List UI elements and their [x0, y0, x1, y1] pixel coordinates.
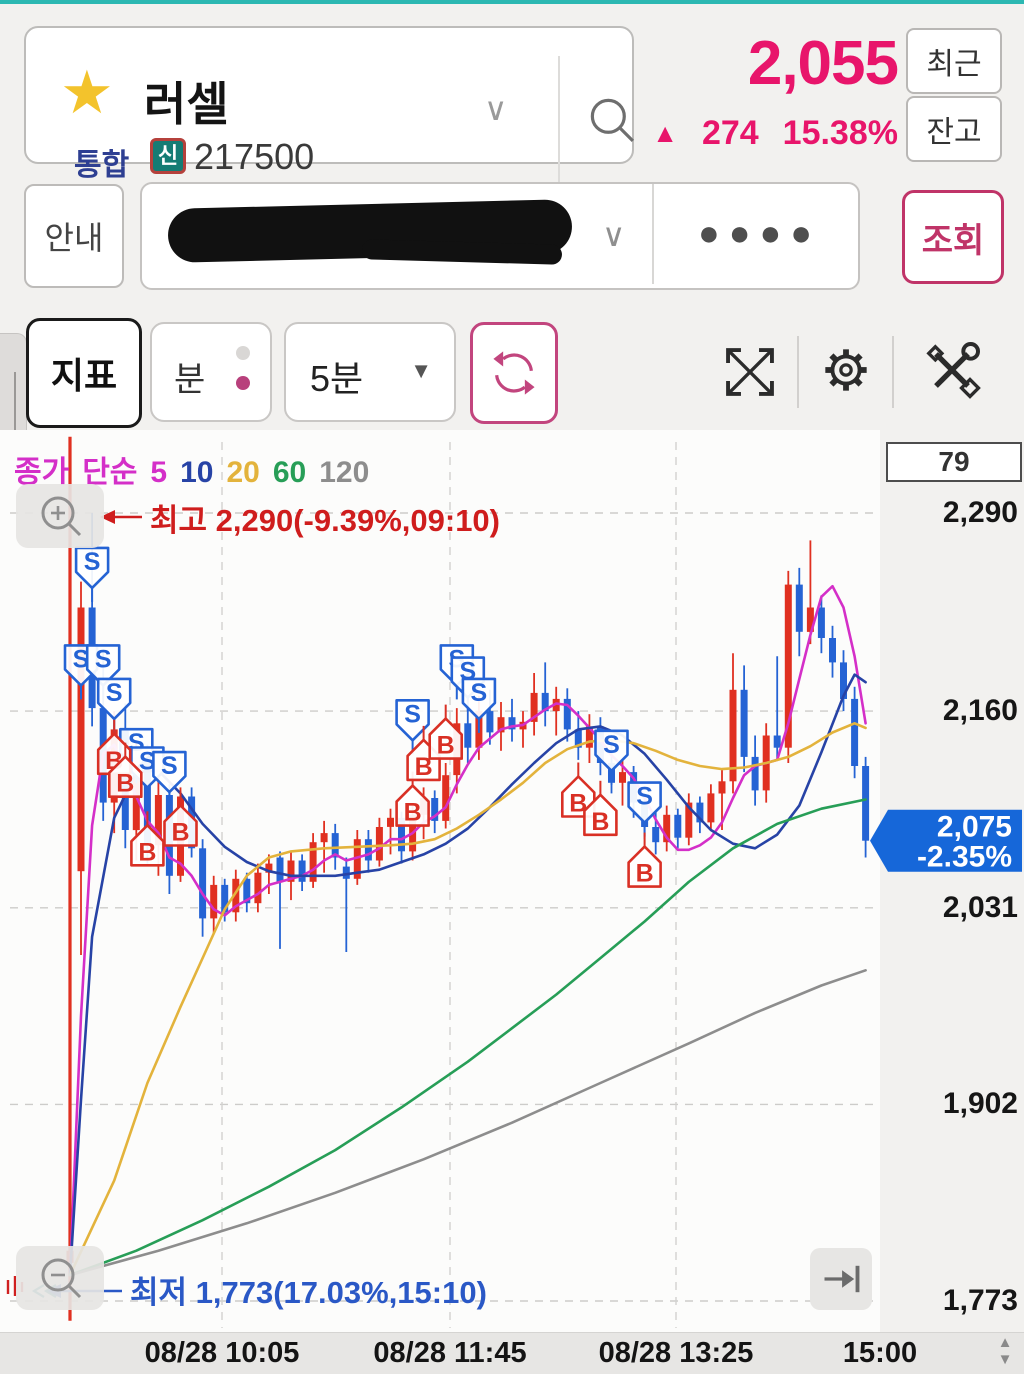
- y-axis-label: 1,773: [942, 1284, 1018, 1317]
- legend-item: 5: [150, 456, 168, 489]
- guide-button[interactable]: 안내: [24, 184, 124, 288]
- y-axis-label: 2,031: [942, 890, 1018, 924]
- caret-down-icon: ▼: [410, 358, 432, 383]
- gear-icon: [825, 349, 867, 391]
- tools-button[interactable]: [912, 330, 992, 410]
- legend-item: 20: [226, 456, 260, 489]
- chevron-down-icon[interactable]: ∨: [484, 91, 508, 127]
- fullscreen-expand-icon: [726, 348, 774, 396]
- up-arrow-icon: ▲: [652, 118, 678, 148]
- settings-button[interactable]: [808, 332, 884, 408]
- stock-selector-card: ★ 러셀 ∨ 통합 신 217500: [24, 26, 634, 184]
- divider: [652, 184, 654, 284]
- current-price-tag: [870, 809, 1022, 872]
- x-axis-label: 08/28 11:45: [373, 1337, 527, 1369]
- change-value: 274: [701, 114, 759, 152]
- jump-to-latest-button[interactable]: [810, 1248, 872, 1310]
- balance-button[interactable]: 잔고: [906, 96, 1002, 162]
- chevron-down-icon[interactable]: ∨: [602, 217, 626, 253]
- zoom-out-button[interactable]: [16, 1246, 104, 1310]
- tab-integrated[interactable]: 통합: [74, 149, 130, 182]
- x-axis-label: 15:00: [842, 1337, 918, 1369]
- password-input[interactable]: ●●●●: [698, 212, 821, 253]
- minute-mode-button[interactable]: 분: [150, 322, 272, 422]
- divider: [797, 336, 799, 408]
- redacted-account-number: [361, 239, 563, 265]
- legend-item: 60: [272, 456, 307, 489]
- search-button[interactable]: [570, 58, 654, 182]
- minute-label: 분: [174, 361, 206, 399]
- scroll-down-icon: ▼: [997, 1351, 1013, 1368]
- account-select-field[interactable]: ∨ ●●●●: [140, 182, 860, 290]
- change-percent: 15.38%: [782, 114, 898, 152]
- interval-dropdown[interactable]: 5분 ▼: [284, 322, 456, 422]
- indicator-button[interactable]: 지표: [26, 318, 142, 428]
- zoom-in-icon: [41, 496, 82, 537]
- query-button[interactable]: 조회: [902, 190, 1004, 284]
- time-axis[interactable]: 08/28 10:05 08/28 11:45 08/28 13:25 15:00: [0, 1332, 1024, 1374]
- divider: [558, 56, 560, 184]
- jump-to-end-icon: [824, 1265, 860, 1293]
- legend-item: 종가: [14, 456, 70, 489]
- current-price: 2,055: [747, 29, 899, 98]
- interval-value: 5분: [310, 358, 364, 399]
- mode-dot-active: [236, 376, 250, 390]
- tools-icon: [926, 342, 981, 399]
- legend-item: 10: [180, 456, 214, 489]
- x-axis-label: 08/28 13:25: [598, 1337, 754, 1369]
- top-accent-line: [0, 0, 1024, 4]
- stock-name: 러셀: [144, 78, 229, 130]
- zoom-out-icon: [41, 1258, 82, 1299]
- svg-text:2,075: 2,075: [937, 811, 1012, 844]
- y-axis-label: 2,290: [942, 496, 1018, 529]
- axis-scroll-arrows[interactable]: ▲ ▼: [990, 1334, 1020, 1368]
- refresh-icon: [493, 351, 535, 395]
- legend-item: 단순: [82, 456, 138, 489]
- y-axis-label: 2,160: [942, 694, 1018, 728]
- search-icon: [590, 98, 634, 142]
- favorite-star-icon[interactable]: ★: [60, 59, 114, 126]
- price-change-row: ▲ 274 15.38%: [652, 114, 898, 153]
- y-axis-label: 1,902: [942, 1087, 1018, 1121]
- divider: [892, 336, 894, 408]
- zoom-in-button[interactable]: [16, 484, 104, 548]
- fullscreen-button[interactable]: [712, 334, 788, 410]
- ma-legend: 종가 단순 5 10 20 60 120: [14, 447, 382, 491]
- scroll-up-icon: ▲: [997, 1334, 1013, 1351]
- x-axis-label: 08/28 10:05: [144, 1337, 300, 1369]
- chart-plot-area[interactable]: [0, 430, 880, 1332]
- mode-dot-inactive: [236, 346, 250, 360]
- stock-code: 217500: [194, 136, 315, 177]
- new-stock-badge: 신: [150, 138, 186, 174]
- legend-item: 120: [319, 456, 370, 489]
- refresh-button[interactable]: [470, 322, 558, 424]
- svg-text:-2.35%: -2.35%: [917, 841, 1012, 874]
- recent-button[interactable]: 최근: [906, 28, 1002, 94]
- bar-count-box: 79: [886, 442, 1022, 482]
